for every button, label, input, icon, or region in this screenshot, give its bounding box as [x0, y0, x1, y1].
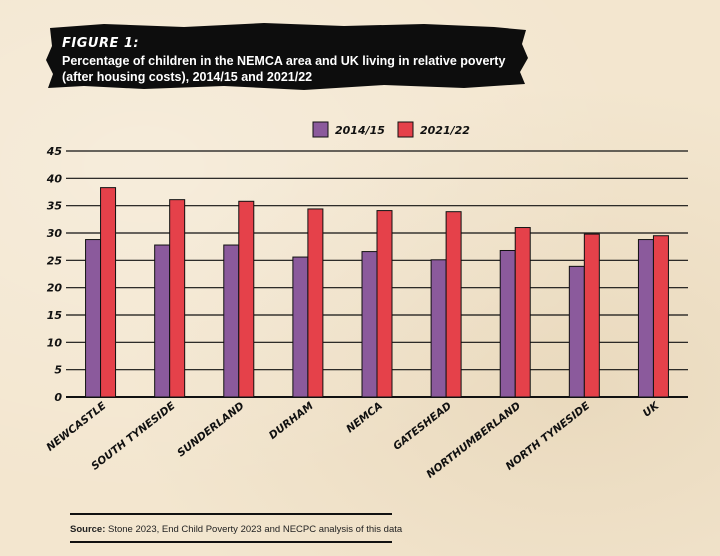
- bar-2021-22-durham: [307, 208, 324, 398]
- bar-2021-22-newcastle: [100, 187, 117, 398]
- bar-2021-22-gateshead: [445, 211, 462, 398]
- source-rule-top: [70, 513, 392, 515]
- y-tick-label: 25: [47, 254, 63, 267]
- bar-2021-22-uk: [652, 235, 669, 398]
- y-tick-label: 15: [47, 309, 63, 322]
- legend-label-2021-22: 2021/22: [420, 124, 470, 137]
- bars: [85, 187, 669, 398]
- bar-2021-22-south-tyneside: [169, 199, 186, 398]
- x-tick-label: DURHAM: [267, 400, 316, 442]
- bar-2014-15-nemca: [361, 251, 378, 398]
- source-label: Source:: [70, 524, 106, 535]
- y-axis-ticks: 0 5 10 15 20 25 30 35 40 45: [46, 145, 63, 404]
- y-tick-label: 45: [46, 145, 63, 158]
- y-tick-label: 10: [47, 336, 63, 349]
- bar-2014-15-durham: [292, 256, 309, 398]
- title-banner: FIGURE 1: Percentage of children in the …: [44, 22, 530, 92]
- x-tick-label: SUNDERLAND: [175, 400, 247, 460]
- x-tick-label: NEWCASTLE: [44, 399, 109, 453]
- figure-title-line-2: (after housing costs), 2014/15 and 2021/…: [62, 70, 313, 84]
- bar-2014-15-newcastle: [85, 239, 102, 398]
- source-note: Source: Stone 2023, End Child Poverty 20…: [70, 524, 402, 535]
- figure-title-line-1: Percentage of children in the NEMCA area…: [62, 54, 506, 68]
- bar-2014-15-uk: [637, 239, 654, 398]
- bar-2014-15-north-tyneside: [568, 265, 585, 398]
- bar-2021-22-northumberland: [514, 227, 531, 398]
- legend-swatch-2014-15: [312, 121, 329, 138]
- source-text: Stone 2023, End Child Poverty 2023 and N…: [105, 524, 403, 535]
- y-tick-label: 40: [46, 172, 63, 185]
- y-tick-label: 5: [54, 364, 62, 377]
- bar-2014-15-northumberland: [499, 249, 516, 398]
- x-tick-label: GATESHEAD: [391, 400, 454, 453]
- bar-2021-22-north-tyneside: [583, 233, 600, 398]
- figure-label: FIGURE 1:: [62, 36, 140, 51]
- legend-swatch-2021-22: [397, 121, 414, 138]
- legend: 2014/15 2021/22: [312, 121, 470, 138]
- brush-stroke-shape: [46, 23, 528, 90]
- source-rule-bottom: [70, 541, 392, 543]
- bar-2021-22-nemca: [376, 210, 393, 398]
- x-tick-label: NEMCA: [344, 400, 385, 435]
- y-tick-label: 0: [54, 391, 62, 404]
- bar-2014-15-sunderland: [223, 244, 240, 398]
- bar-2021-22-sunderland: [238, 200, 255, 398]
- y-tick-label: 35: [47, 200, 63, 213]
- x-tick-label: UK: [641, 399, 662, 419]
- y-tick-label: 20: [47, 282, 63, 295]
- bar-2014-15-south-tyneside: [154, 244, 171, 398]
- bar-2014-15-gateshead: [430, 259, 447, 398]
- y-tick-label: 30: [47, 227, 63, 240]
- legend-label-2014-15: 2014/15: [335, 124, 385, 137]
